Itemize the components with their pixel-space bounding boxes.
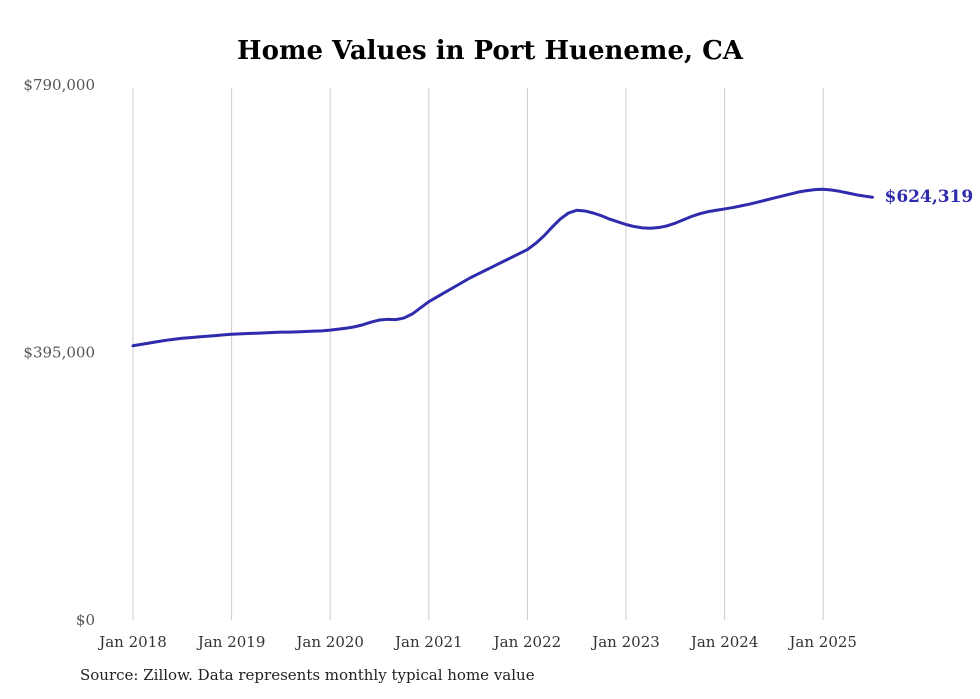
value-line — [131, 187, 874, 348]
x-tick-label: Jan 2022 — [492, 633, 562, 651]
x-tick-label: Jan 2023 — [590, 633, 660, 651]
chart-title: Home Values in Port Hueneme, CA — [237, 36, 743, 66]
x-tick-label: Jan 2025 — [787, 633, 857, 651]
source-note: Source: Zillow. Data represents monthly … — [80, 666, 535, 684]
end-value-label: $624,319 — [884, 187, 974, 208]
y-tick-label: $790,000 — [23, 76, 95, 94]
x-tick-label: Jan 2024 — [689, 633, 759, 651]
x-tick-label: Jan 2018 — [97, 633, 167, 651]
x-tick-label: Jan 2019 — [196, 633, 266, 651]
y-tick-label: $0 — [76, 611, 95, 629]
x-tick-label: Jan 2020 — [294, 633, 364, 651]
x-tick-label: Jan 2021 — [393, 633, 463, 651]
y-tick-label: $395,000 — [23, 344, 95, 362]
